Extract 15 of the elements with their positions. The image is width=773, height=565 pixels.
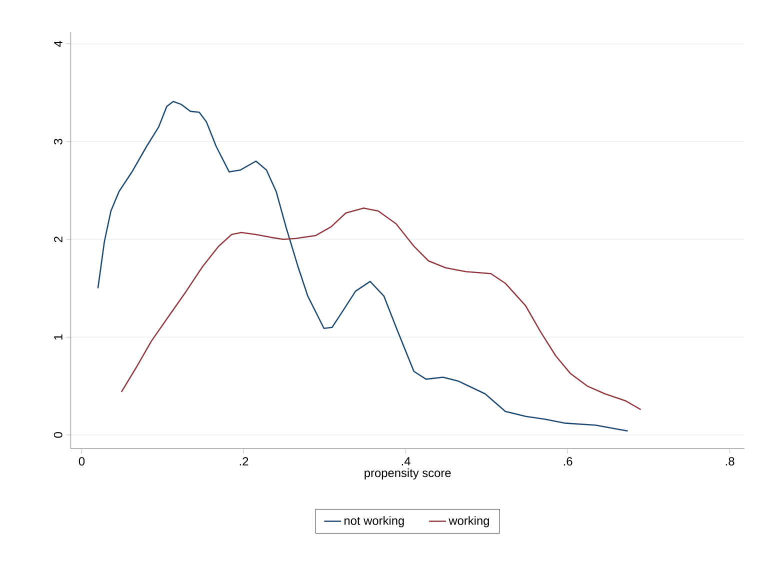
- y-tick-label: 0: [54, 432, 62, 438]
- y-tick-label: 1: [54, 334, 62, 340]
- x-tick-label: 0: [78, 457, 85, 466]
- line-series: [97, 100, 628, 432]
- x-tick-label: .6: [564, 457, 572, 466]
- legend-label: working: [448, 516, 489, 528]
- x-tick-label: .2: [240, 457, 248, 466]
- y-tick-label: 2: [54, 236, 62, 242]
- x-tick-label: .8: [726, 457, 734, 466]
- y-tick-label: 3: [54, 138, 62, 144]
- x-tick-label: .4: [402, 457, 410, 466]
- y-tick-label: 4: [54, 40, 62, 47]
- legend-label: not working: [344, 516, 404, 528]
- x-axis-title: propensity score: [364, 468, 451, 480]
- line-series: [120, 207, 642, 410]
